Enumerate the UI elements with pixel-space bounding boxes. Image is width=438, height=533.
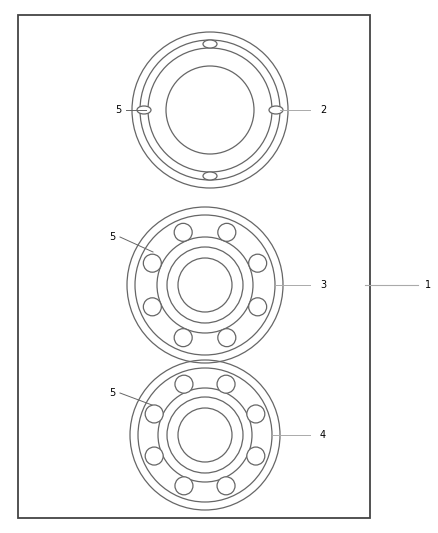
Circle shape xyxy=(174,329,192,346)
Bar xyxy=(18,15,370,518)
Text: 1: 1 xyxy=(425,280,431,290)
Circle shape xyxy=(249,298,267,316)
Ellipse shape xyxy=(269,106,283,114)
Circle shape xyxy=(217,477,235,495)
Circle shape xyxy=(247,405,265,423)
Text: 5: 5 xyxy=(115,105,121,115)
Circle shape xyxy=(175,477,193,495)
Text: 2: 2 xyxy=(320,105,326,115)
Text: 3: 3 xyxy=(320,280,326,290)
Circle shape xyxy=(145,447,163,465)
Text: 5: 5 xyxy=(109,232,115,242)
Text: 4: 4 xyxy=(320,430,326,440)
Circle shape xyxy=(217,375,235,393)
Ellipse shape xyxy=(203,40,217,48)
Circle shape xyxy=(249,254,267,272)
Ellipse shape xyxy=(203,172,217,180)
Circle shape xyxy=(143,298,161,316)
Ellipse shape xyxy=(137,106,151,114)
Circle shape xyxy=(218,223,236,241)
Circle shape xyxy=(174,223,192,241)
Circle shape xyxy=(175,375,193,393)
Circle shape xyxy=(218,329,236,346)
Text: 5: 5 xyxy=(109,388,115,398)
Circle shape xyxy=(143,254,161,272)
Circle shape xyxy=(247,447,265,465)
Circle shape xyxy=(145,405,163,423)
